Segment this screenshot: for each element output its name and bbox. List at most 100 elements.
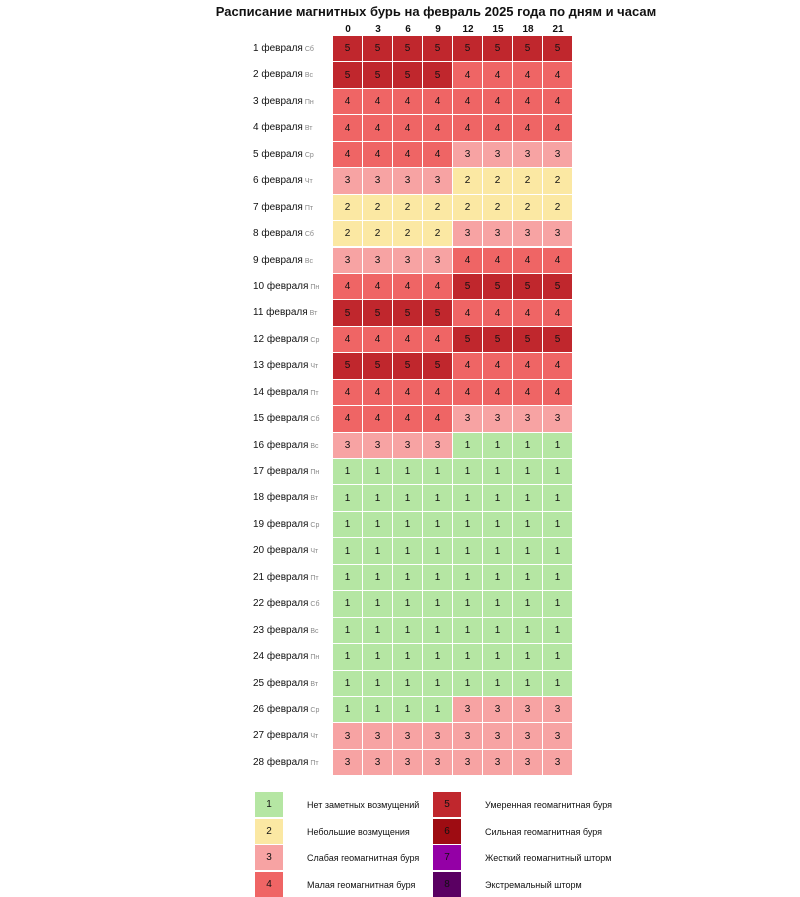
weekday: Ср bbox=[310, 336, 320, 344]
level-cell: 1 bbox=[423, 670, 452, 696]
level-cell: 3 bbox=[483, 723, 512, 749]
level-cell: 1 bbox=[363, 670, 392, 696]
level-cell: 1 bbox=[333, 670, 362, 696]
level-cell: 4 bbox=[453, 62, 482, 88]
level-cell: 1 bbox=[363, 459, 392, 485]
level-cell: 3 bbox=[543, 221, 572, 247]
column-header: 12 bbox=[462, 24, 474, 35]
date: 24 февраля bbox=[253, 651, 309, 663]
level-cell: 1 bbox=[483, 670, 512, 696]
level-cell: 3 bbox=[453, 141, 482, 168]
level-cell: 2 bbox=[483, 168, 512, 194]
level-cell: 1 bbox=[543, 511, 572, 538]
level-cell: 5 bbox=[393, 36, 422, 62]
level-cell: 1 bbox=[393, 644, 422, 670]
level-cell: 1 bbox=[543, 617, 572, 644]
level-cell: 1 bbox=[423, 538, 452, 564]
level-cell: 1 bbox=[543, 459, 572, 485]
level-cell: 5 bbox=[393, 62, 422, 88]
level-cell: 4 bbox=[393, 379, 422, 406]
level-cell: 1 bbox=[513, 591, 542, 617]
row-label: 10 февраля Пн bbox=[253, 281, 319, 292]
level-cell: 4 bbox=[453, 88, 482, 115]
level-cell: 1 bbox=[543, 644, 572, 670]
row-label: 6 февраля Чт bbox=[253, 175, 313, 186]
weekday: Вт bbox=[309, 310, 318, 318]
level-cell: 4 bbox=[513, 88, 542, 115]
level-cell: 2 bbox=[423, 194, 452, 221]
row-label: 23 февраля Вс bbox=[253, 625, 319, 636]
date: 7 февраля bbox=[253, 201, 303, 213]
level-cell: 3 bbox=[453, 749, 482, 776]
row-label: 21 февраля Пт bbox=[253, 572, 319, 583]
level-cell: 2 bbox=[423, 221, 452, 247]
row-label: 20 февраля Чт bbox=[253, 545, 318, 556]
date: 28 февраля bbox=[253, 756, 309, 768]
row-label: 18 февраля Вт bbox=[253, 492, 318, 503]
level-cell: 2 bbox=[513, 194, 542, 221]
level-cell: 3 bbox=[483, 406, 512, 432]
date: 18 февраля bbox=[253, 492, 309, 504]
legend-swatch: 8 bbox=[433, 871, 461, 897]
level-cell: 3 bbox=[453, 221, 482, 247]
level-cell: 4 bbox=[423, 141, 452, 168]
legend-swatch: 1 bbox=[255, 792, 283, 817]
weekday: Сб bbox=[310, 416, 320, 424]
level-cell: 4 bbox=[483, 379, 512, 406]
level-cell: 1 bbox=[393, 697, 422, 723]
date: 21 февраля bbox=[253, 571, 309, 583]
weekday: Пт bbox=[310, 759, 319, 767]
level-cell: 2 bbox=[543, 168, 572, 194]
legend-swatch: 6 bbox=[433, 818, 461, 844]
level-cell: 4 bbox=[483, 353, 512, 379]
level-cell: 1 bbox=[393, 459, 422, 485]
level-cell: 3 bbox=[393, 723, 422, 749]
level-cell: 1 bbox=[513, 432, 542, 458]
weekday: Пн bbox=[310, 654, 320, 662]
level-cell: 1 bbox=[423, 459, 452, 485]
level-cell: 1 bbox=[423, 617, 452, 644]
level-cell: 5 bbox=[513, 273, 542, 300]
level-cell: 2 bbox=[393, 194, 422, 221]
level-cell: 1 bbox=[333, 459, 362, 485]
weekday: Вс bbox=[310, 442, 319, 450]
level-cell: 2 bbox=[543, 194, 572, 221]
level-cell: 1 bbox=[453, 644, 482, 670]
level-cell: 4 bbox=[333, 326, 362, 353]
column-header: 9 bbox=[435, 24, 441, 35]
level-cell: 1 bbox=[333, 538, 362, 564]
level-cell: 1 bbox=[513, 564, 542, 591]
legend-text: Умеренная геомагнитная буря bbox=[485, 800, 613, 810]
level-cell: 1 bbox=[363, 617, 392, 644]
level-cell: 2 bbox=[453, 194, 482, 221]
level-cell: 3 bbox=[423, 432, 452, 458]
level-cell: 4 bbox=[543, 62, 572, 88]
weekday: Ср bbox=[304, 151, 314, 159]
level-cell: 1 bbox=[513, 644, 542, 670]
level-cell: 3 bbox=[423, 749, 452, 776]
level-cell: 3 bbox=[333, 247, 362, 273]
level-cell: 4 bbox=[333, 406, 362, 432]
level-cell: 1 bbox=[363, 644, 392, 670]
level-cell: 5 bbox=[363, 36, 392, 62]
legend-text: Небольшие возмущения bbox=[307, 826, 410, 837]
level-cell: 2 bbox=[363, 194, 392, 221]
level-cell: 3 bbox=[543, 141, 572, 168]
date: 17 февраля bbox=[253, 466, 309, 478]
level-cell: 3 bbox=[363, 168, 392, 194]
level-cell: 1 bbox=[543, 538, 572, 564]
level-cell: 4 bbox=[393, 141, 422, 168]
level-cell: 3 bbox=[513, 723, 542, 749]
level-cell: 1 bbox=[483, 459, 512, 485]
level-cell: 1 bbox=[363, 697, 392, 723]
level-cell: 3 bbox=[393, 749, 422, 776]
level-cell: 1 bbox=[483, 538, 512, 564]
level-cell: 1 bbox=[483, 644, 512, 670]
level-cell: 4 bbox=[543, 88, 572, 115]
level-cell: 5 bbox=[423, 62, 452, 88]
date: 22 февраля bbox=[253, 598, 309, 610]
column-header: 0 bbox=[345, 24, 351, 35]
level-cell: 4 bbox=[363, 379, 392, 406]
date: 4 февраля bbox=[253, 122, 303, 134]
row-label: 16 февраля Вс bbox=[253, 440, 319, 451]
